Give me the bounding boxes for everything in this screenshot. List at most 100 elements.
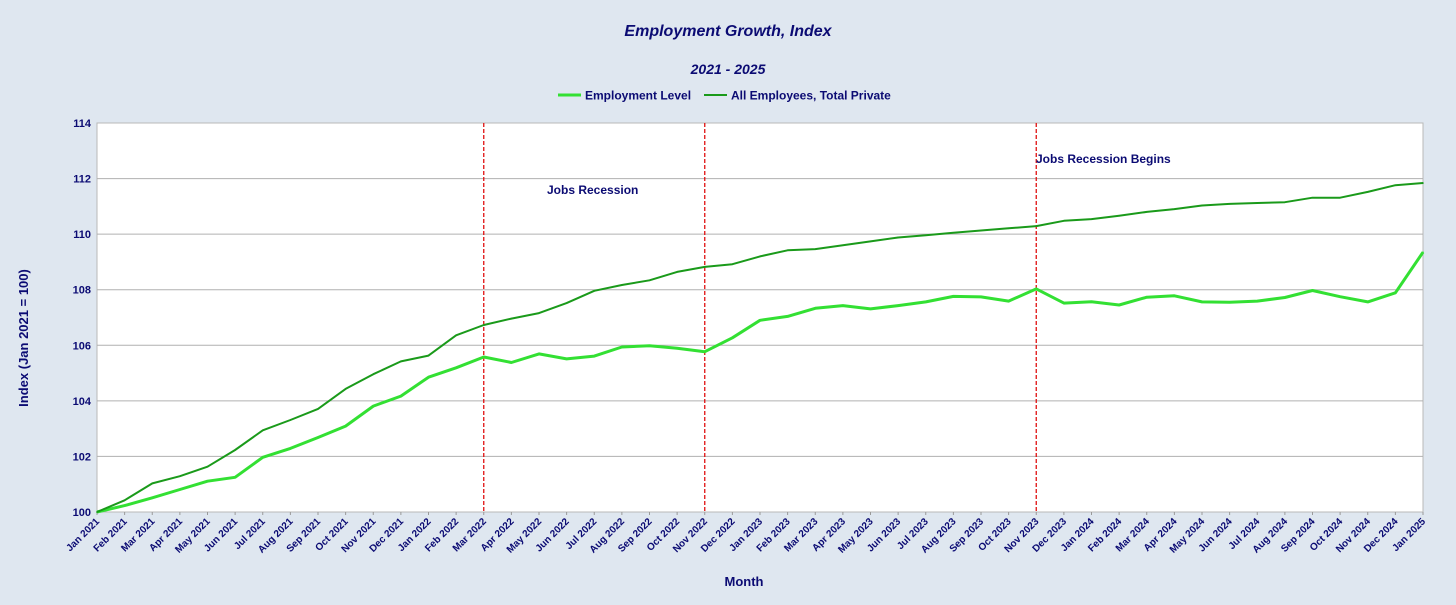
data-point — [124, 505, 126, 507]
data-point — [897, 237, 899, 239]
data-point — [925, 234, 927, 236]
data-point — [345, 425, 347, 427]
data-point — [1146, 211, 1148, 213]
data-point — [953, 296, 955, 298]
annotation-jobs-recession: Jobs Recession — [547, 183, 638, 197]
y-tick-label: 114 — [73, 118, 92, 130]
data-point — [1312, 197, 1314, 199]
data-point — [621, 284, 623, 286]
y-tick-label: 108 — [73, 285, 91, 297]
data-point — [980, 296, 982, 298]
data-point — [234, 449, 236, 451]
data-point — [814, 308, 816, 310]
data-point — [566, 302, 568, 304]
data-point — [455, 367, 457, 369]
y-tick-label: 106 — [73, 340, 91, 352]
chart-title: Employment Growth, Index — [624, 23, 832, 40]
data-point — [400, 361, 402, 363]
data-point — [1201, 205, 1203, 207]
data-point — [151, 497, 153, 499]
data-point — [1091, 301, 1093, 303]
data-point — [1229, 301, 1231, 303]
data-point — [207, 466, 209, 468]
data-point — [483, 324, 485, 326]
data-point — [787, 249, 789, 251]
y-axis-title: Index (Jan 2021 = 100) — [16, 269, 31, 407]
data-point — [124, 500, 126, 502]
data-point — [1284, 297, 1286, 299]
data-point — [511, 362, 513, 364]
chart-subtitle: 2021 - 2025 — [690, 61, 766, 77]
data-point — [1035, 225, 1037, 227]
data-point — [1091, 218, 1093, 220]
data-point — [870, 308, 872, 310]
data-point — [566, 358, 568, 360]
data-point — [1395, 184, 1397, 186]
data-point — [262, 456, 264, 458]
data-point — [593, 355, 595, 357]
data-point — [290, 419, 292, 421]
data-point — [400, 395, 402, 397]
data-point — [1008, 228, 1010, 230]
data-point — [649, 345, 651, 347]
data-point — [649, 279, 651, 281]
y-tick-label: 110 — [73, 229, 91, 241]
data-point — [870, 241, 872, 243]
data-point — [1339, 296, 1341, 298]
data-point — [538, 353, 540, 355]
data-point — [372, 373, 374, 375]
data-point — [372, 405, 374, 407]
y-tick-label: 112 — [73, 174, 91, 186]
data-point — [345, 388, 347, 390]
data-point — [814, 248, 816, 250]
data-point — [1174, 208, 1176, 210]
data-point — [759, 256, 761, 258]
data-point — [1063, 302, 1065, 304]
data-point — [1229, 203, 1231, 205]
data-point — [428, 376, 430, 378]
data-point — [1367, 191, 1369, 193]
data-point — [980, 230, 982, 232]
data-point — [1395, 292, 1397, 294]
data-point — [593, 290, 595, 292]
data-point — [1422, 251, 1424, 253]
data-point — [842, 305, 844, 307]
data-point — [511, 318, 513, 320]
data-point — [953, 232, 955, 234]
data-point — [290, 448, 292, 450]
data-point — [179, 489, 181, 491]
data-point — [732, 263, 734, 265]
data-point — [538, 312, 540, 314]
data-point — [1118, 304, 1120, 306]
data-point — [1422, 182, 1424, 184]
data-point — [207, 480, 209, 482]
data-point — [704, 266, 706, 268]
data-point — [1118, 215, 1120, 217]
data-point — [317, 437, 319, 439]
data-point — [262, 430, 264, 432]
data-point — [1284, 201, 1286, 203]
legend-label-total-private: All Employees, Total Private — [731, 89, 891, 103]
data-point — [897, 305, 899, 307]
y-tick-label: 100 — [73, 507, 91, 519]
data-point — [732, 337, 734, 339]
data-point — [1367, 301, 1369, 303]
data-point — [317, 408, 319, 410]
data-point — [925, 301, 927, 303]
data-point — [704, 351, 706, 353]
legend-label-employment-level: Employment Level — [585, 89, 691, 103]
data-point — [787, 316, 789, 318]
data-point — [1339, 197, 1341, 199]
data-point — [428, 355, 430, 357]
data-point — [676, 348, 678, 350]
data-point — [1174, 295, 1176, 297]
data-point — [842, 244, 844, 246]
data-point — [1008, 300, 1010, 302]
data-point — [621, 346, 623, 348]
data-point — [151, 483, 153, 485]
data-point — [1035, 288, 1037, 290]
data-point — [1256, 202, 1258, 204]
data-point — [455, 334, 457, 336]
x-axis-title: Month — [725, 574, 764, 589]
